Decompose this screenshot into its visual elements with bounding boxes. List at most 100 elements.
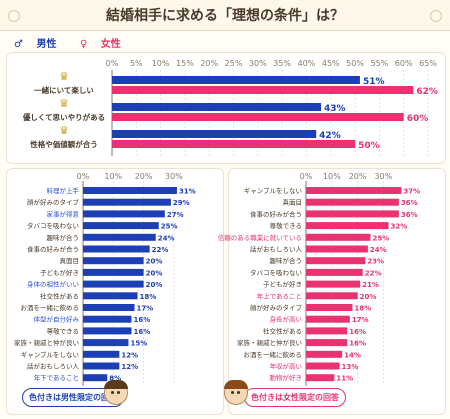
male-bar (83, 245, 150, 253)
category-label: 一緒にいて楽しい (34, 85, 94, 95)
male-data-label: 20% (146, 281, 163, 289)
male-data-label: 22% (152, 246, 169, 254)
male-bar (83, 339, 129, 347)
female-bar (306, 245, 368, 253)
tick-label: 20% (200, 59, 218, 68)
tick-label: 25% (225, 59, 243, 68)
male-data-label: 12% (121, 363, 138, 371)
male-category-label: 年下であること (34, 373, 79, 382)
male-category-label: 家族・親戚と仲が良い (14, 338, 79, 347)
male-category-label: 尊敬できる (47, 326, 79, 335)
data-label: 51% (363, 77, 385, 87)
female-data-label: 24% (370, 246, 387, 254)
male-data-label: 8% (109, 375, 121, 383)
female-category-label: 話がおもしろい人 (250, 245, 303, 254)
female-data-label: 21% (362, 281, 379, 289)
female-category-label: 子どもが好き (263, 280, 302, 289)
female-bar (306, 362, 340, 370)
female-bar (306, 327, 348, 335)
tick-label: 10% (323, 172, 341, 181)
bar (112, 76, 360, 84)
female-category-label: ギャンブルをしない (244, 186, 302, 195)
female-category-label: 食事の好みが合う (250, 209, 302, 218)
female-bar (306, 374, 335, 382)
man-avatar-icon (104, 380, 128, 405)
female-bar (306, 268, 363, 276)
female-data-label: 18% (354, 305, 371, 313)
male-icon: ♂ (14, 39, 23, 50)
bar (112, 130, 317, 138)
female-bar (306, 257, 366, 265)
tick-label: 35% (273, 59, 291, 68)
male-bar (83, 198, 171, 206)
tick-label: 0% (106, 59, 119, 68)
tick-label: 45% (322, 59, 340, 68)
male-category-label: 家事が得意 (47, 209, 80, 218)
female-data-label: 23% (367, 258, 384, 266)
female-bar (306, 210, 399, 218)
male-data-label: 29% (173, 199, 190, 207)
female-bar (306, 339, 348, 347)
tick-label: 30% (249, 59, 267, 68)
female-data-label: 22% (365, 269, 382, 277)
male-bar (83, 257, 144, 265)
category-label: 優しくて思いやりがある (22, 112, 105, 122)
male-category-label: 料理が上手 (47, 186, 80, 195)
female-data-label: 11% (336, 375, 353, 383)
tick-label: 30% (165, 172, 183, 181)
male-bar (83, 362, 120, 370)
tick-label: 10% (104, 172, 122, 181)
female-data-label: 36% (401, 211, 418, 219)
tick-label: 50% (346, 59, 364, 68)
female-category-label: お酒を一緒に飲める (244, 350, 303, 359)
crown-icon: ♛ (59, 97, 69, 110)
woman-avatar-icon (224, 380, 248, 405)
tick-label: 20% (349, 172, 367, 181)
male-bar (83, 268, 144, 276)
category-label: 性格や価値観が合う (30, 139, 98, 149)
bar (112, 140, 356, 148)
tick-label: 60% (395, 59, 413, 68)
male-bar (83, 350, 120, 358)
tick-label: 30% (374, 172, 392, 181)
legend-male: ♂ 男性 (14, 39, 66, 50)
male-category-label: タバコを吸わない (27, 221, 79, 230)
male-data-label: 18% (140, 293, 157, 301)
female-data-label: 16% (349, 328, 366, 336)
female-category-label: 尊敬できる (270, 221, 302, 230)
female-note: 色付きは女性限定の回答 (244, 388, 346, 407)
tick-label: 65% (419, 59, 437, 68)
data-label: 60% (407, 114, 429, 124)
crown-icon: ♛ (59, 70, 69, 83)
legend-female: ♀ 女性 (80, 39, 131, 50)
title-bar: 結婚相手に求める「理想の条件」は？ (0, 0, 450, 31)
data-label: 43% (324, 104, 346, 114)
female-category-label: 信頼のある職業に就いている (218, 233, 302, 242)
female-data-label: 14% (344, 351, 361, 359)
female-category-label: 顔が好みのタイプ (250, 303, 303, 312)
male-bar (83, 327, 132, 335)
male-data-label: 15% (130, 340, 147, 348)
male-bar (83, 210, 165, 218)
female-category-label: 社交性がある (263, 326, 302, 335)
male-bar (83, 315, 132, 323)
male-data-label: 12% (121, 351, 138, 359)
female-category-label: 動物が好き (270, 373, 303, 382)
female-bar (306, 350, 343, 358)
legend: ♂ 男性 ♀ 女性 (14, 35, 141, 50)
male-category-label: 身体の相性がいい (27, 280, 79, 289)
female-icon: ♀ (79, 39, 88, 50)
female-category-label: 身長が高い (270, 315, 303, 324)
female-bar (306, 198, 399, 206)
male-data-label: 24% (158, 234, 175, 242)
male-data-label: 16% (133, 316, 150, 324)
male-bar (83, 233, 156, 241)
tick-label: 0% (77, 172, 90, 181)
male-bar (83, 187, 177, 194)
legend-female-label: 女性 (100, 39, 121, 50)
tick-label: 10% (152, 59, 170, 68)
tick-label: 5% (130, 59, 143, 68)
female-bar (306, 187, 402, 194)
male-data-label: 31% (179, 188, 196, 196)
